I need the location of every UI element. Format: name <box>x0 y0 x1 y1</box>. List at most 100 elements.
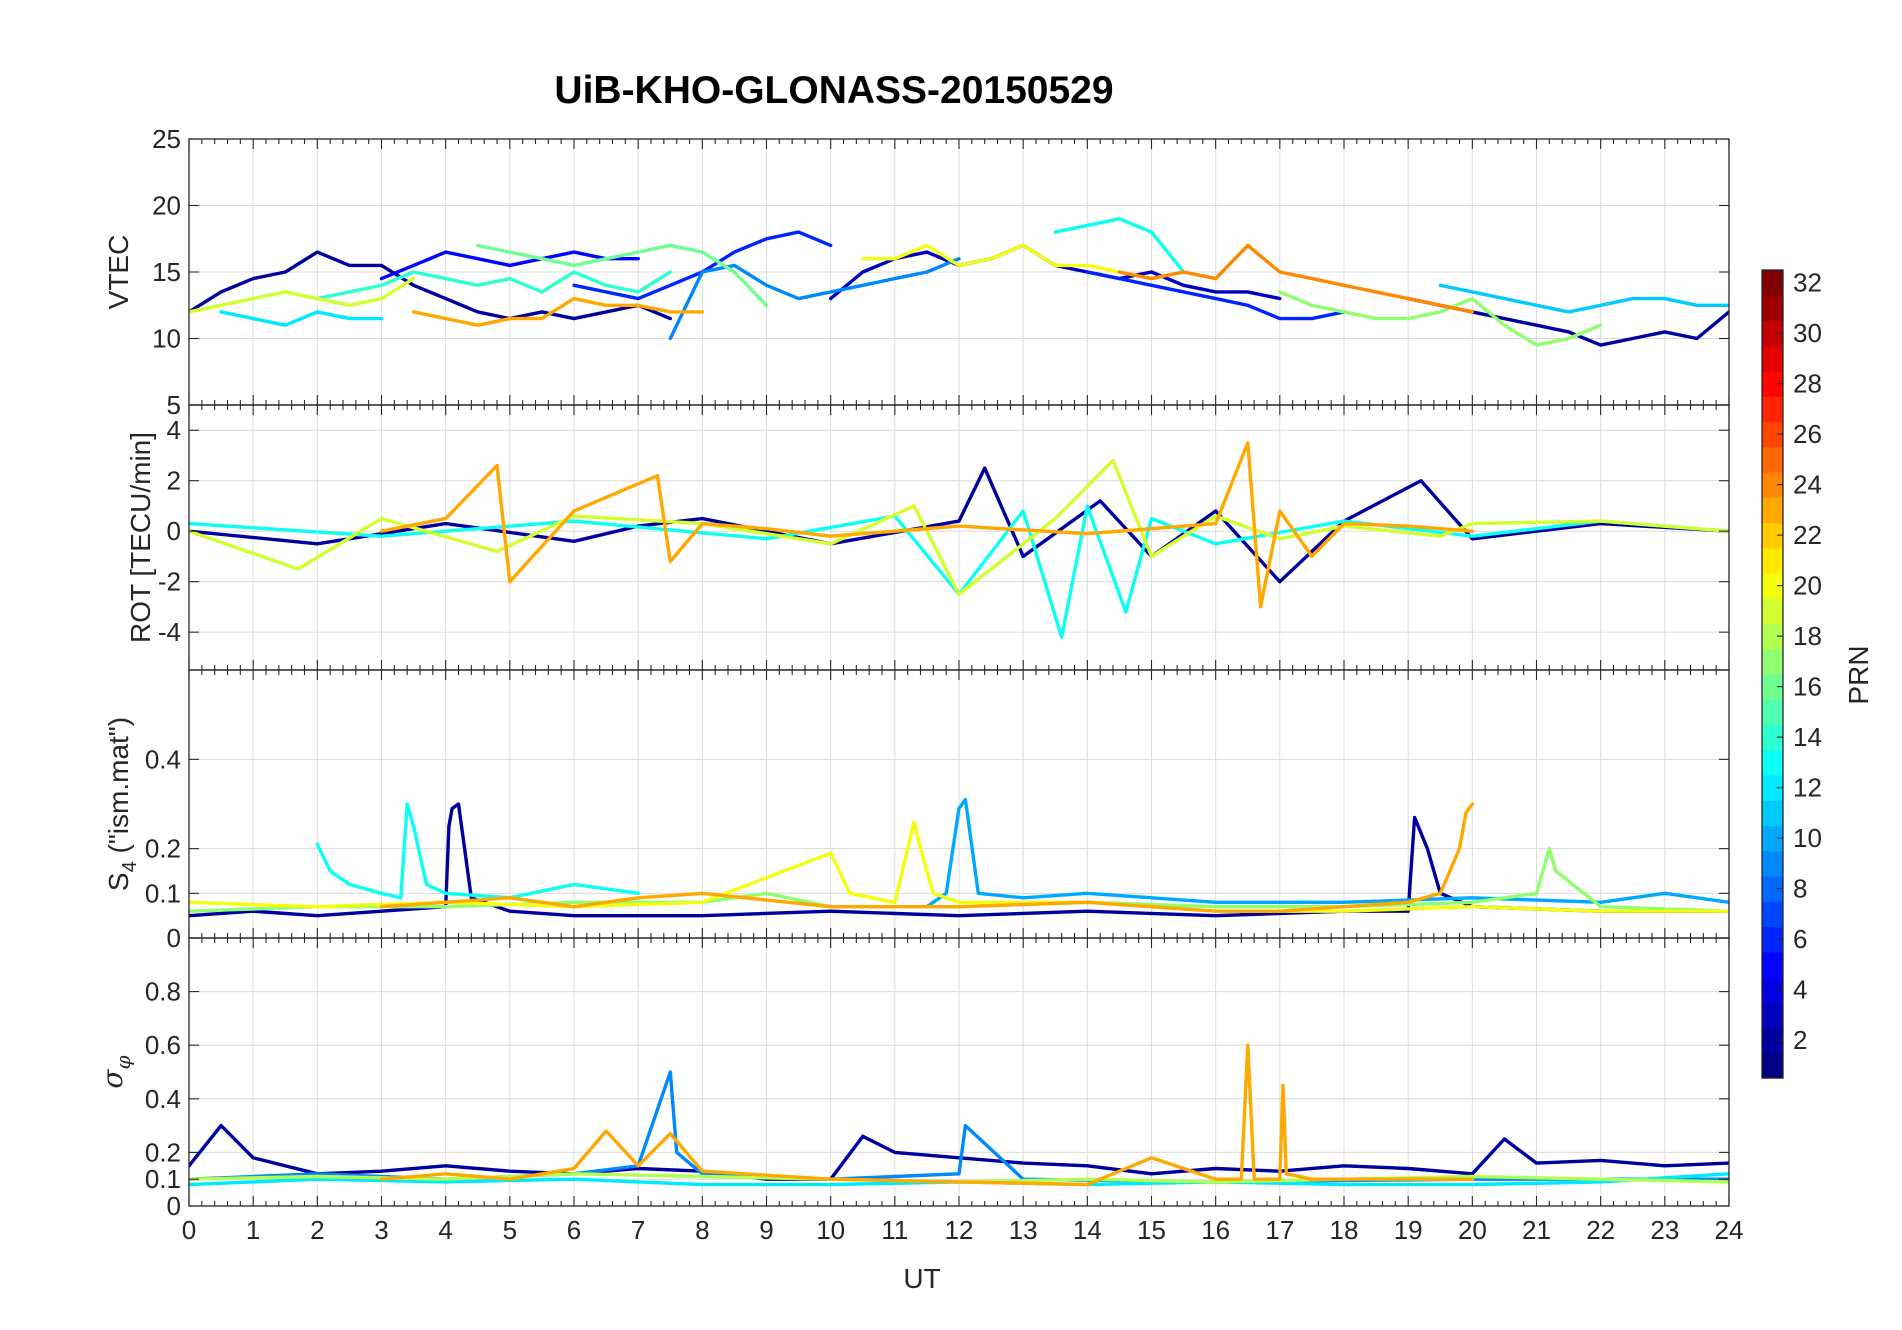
colorbar-swatch <box>1762 825 1783 852</box>
colorbar-swatch <box>1762 800 1783 827</box>
series-prn-12 <box>219 310 384 327</box>
y-tick-label: 0 <box>167 923 181 953</box>
x-tick-label: 7 <box>631 1215 645 1245</box>
colorbar-swatch <box>1762 749 1783 776</box>
y-tick-label: 25 <box>152 124 181 154</box>
colorbar-tick-label: 16 <box>1793 672 1822 702</box>
colorbar-swatch <box>1762 573 1783 599</box>
series-group-s4 <box>189 797 1729 918</box>
colorbar-swatch <box>1762 876 1783 902</box>
x-tick-label: 16 <box>1201 1215 1230 1245</box>
colorbar-tick-label: 30 <box>1793 318 1822 348</box>
colorbar-swatch <box>1762 270 1783 296</box>
y-tick-label: 0 <box>167 1191 181 1221</box>
x-tick-label: 23 <box>1650 1215 1679 1245</box>
colorbar-tick-label: 2 <box>1793 1025 1807 1055</box>
x-tick-labels: 0 1 2 3 4 5 6 7 8 9 10 11 12 13 14 15 16 17 18 19 20 21 22 23 24 <box>182 1215 1744 1245</box>
colorbar-swatch <box>1762 547 1783 574</box>
x-axis-label: UT <box>903 1263 940 1294</box>
x-tick-label: 21 <box>1522 1215 1551 1245</box>
y-tick-label: 2 <box>167 466 181 496</box>
colorbar-swatch <box>1762 648 1783 675</box>
series-prn-10 <box>925 797 1729 909</box>
colorbar-tick-label: 26 <box>1793 419 1822 449</box>
x-tick-label: 6 <box>567 1215 581 1245</box>
x-tick-label: 8 <box>695 1215 709 1245</box>
y-tick-label: 0.2 <box>145 1137 181 1167</box>
chart-title: UiB-KHO-GLONASS-20150529 <box>554 69 1113 112</box>
series-prn-20 <box>189 820 1729 913</box>
x-tick-label: 3 <box>374 1215 388 1245</box>
x-tick-label: 17 <box>1265 1215 1294 1245</box>
y-axis-label-vtec: VTEC <box>103 235 134 310</box>
x-tick-label: 12 <box>945 1215 974 1245</box>
colorbar-swatch <box>1762 446 1783 473</box>
x-tick-label: 0 <box>182 1215 196 1245</box>
colorbar-swatch <box>1762 396 1783 423</box>
y-axis-label-rot: ROT [TECU/min] <box>125 432 156 643</box>
series-group-vtec <box>189 217 1729 347</box>
series-prn-23 <box>379 1043 1475 1187</box>
series-prn-13 <box>315 802 640 900</box>
y-axis-label-sigma_phi: σφ <box>96 1055 135 1088</box>
series-prn-13 <box>189 504 1729 639</box>
colorbar-swatch <box>1762 522 1783 549</box>
colorbar-tick-label: 10 <box>1793 823 1822 853</box>
colorbar-label: PRN <box>1843 645 1874 704</box>
colorbar-tick-label: 6 <box>1793 924 1807 954</box>
series-prn-17 <box>1278 290 1603 347</box>
y-tick-label: -2 <box>158 567 181 597</box>
series-prn-2 <box>189 1123 1729 1181</box>
series-prn-5 <box>379 250 640 281</box>
colorbar-tick-label: 4 <box>1793 975 1807 1005</box>
y-tick-label: 0.6 <box>145 1030 181 1060</box>
x-tick-label: 1 <box>246 1215 260 1245</box>
colorbar-swatch <box>1762 623 1783 650</box>
series-group-sigma_phi <box>189 1043 1729 1187</box>
y-tick-label: 0 <box>167 516 181 546</box>
colorbar-swatch <box>1762 1052 1783 1079</box>
x-tick-label: 24 <box>1715 1215 1744 1245</box>
x-tick-label: 13 <box>1009 1215 1038 1245</box>
colorbar-swatch <box>1762 901 1783 928</box>
x-tick-label: 22 <box>1586 1215 1615 1245</box>
series-prn-23 <box>411 296 704 327</box>
panel-s4: 0 0.1 0.2 0.4S4 ("ism.mat") <box>103 669 1730 953</box>
y-tick-label: 15 <box>152 257 181 287</box>
colorbar-tick-label: 18 <box>1793 621 1822 651</box>
series-prn-11 <box>1438 283 1729 314</box>
colorbar-swatch <box>1762 295 1783 322</box>
x-tick-label: 10 <box>816 1215 845 1245</box>
colorbar-swatch <box>1762 345 1783 372</box>
y-tick-label: 0.1 <box>145 878 181 908</box>
series-prn-19 <box>189 276 416 314</box>
series-prn-2 <box>189 466 1729 584</box>
y-tick-label: 0.2 <box>145 834 181 864</box>
x-tick-label: 20 <box>1458 1215 1487 1245</box>
colorbar-swatch <box>1762 699 1783 726</box>
x-tick-label: 18 <box>1330 1215 1359 1245</box>
y-axis-label-s4: S4 ("ism.mat") <box>103 717 141 891</box>
series-prn-14 <box>315 270 672 301</box>
colorbar-swatch <box>1762 1027 1783 1054</box>
x-tick-label: 4 <box>438 1215 452 1245</box>
colorbar-tick-label: 24 <box>1793 470 1822 500</box>
series-prn-16 <box>476 243 769 307</box>
panel-sigma_phi: 00.10.2 0.4 0.6 0.8 σφ <box>96 937 1730 1221</box>
x-tick-label: 14 <box>1073 1215 1102 1245</box>
colorbar-tick-label: 28 <box>1793 369 1822 399</box>
y-tick-label: 0.4 <box>145 1084 181 1114</box>
series-prn-6 <box>1085 270 1346 321</box>
series-prn-23 <box>379 802 1475 913</box>
colorbar-swatch <box>1762 850 1783 877</box>
colorbar-swatch <box>1762 674 1783 700</box>
series-prn-13 <box>1053 217 1186 274</box>
y-tick-label: 0.8 <box>145 977 181 1007</box>
colorbar-tick-label: 8 <box>1793 874 1807 904</box>
panel-rot: -4 -2 0 2 4 ROT [TECU/min] <box>125 404 1730 671</box>
y-tick-label: 10 <box>152 324 181 354</box>
grid-rot <box>188 405 1730 670</box>
series-prn-24 <box>1117 243 1475 314</box>
colorbar-swatch <box>1762 724 1783 751</box>
